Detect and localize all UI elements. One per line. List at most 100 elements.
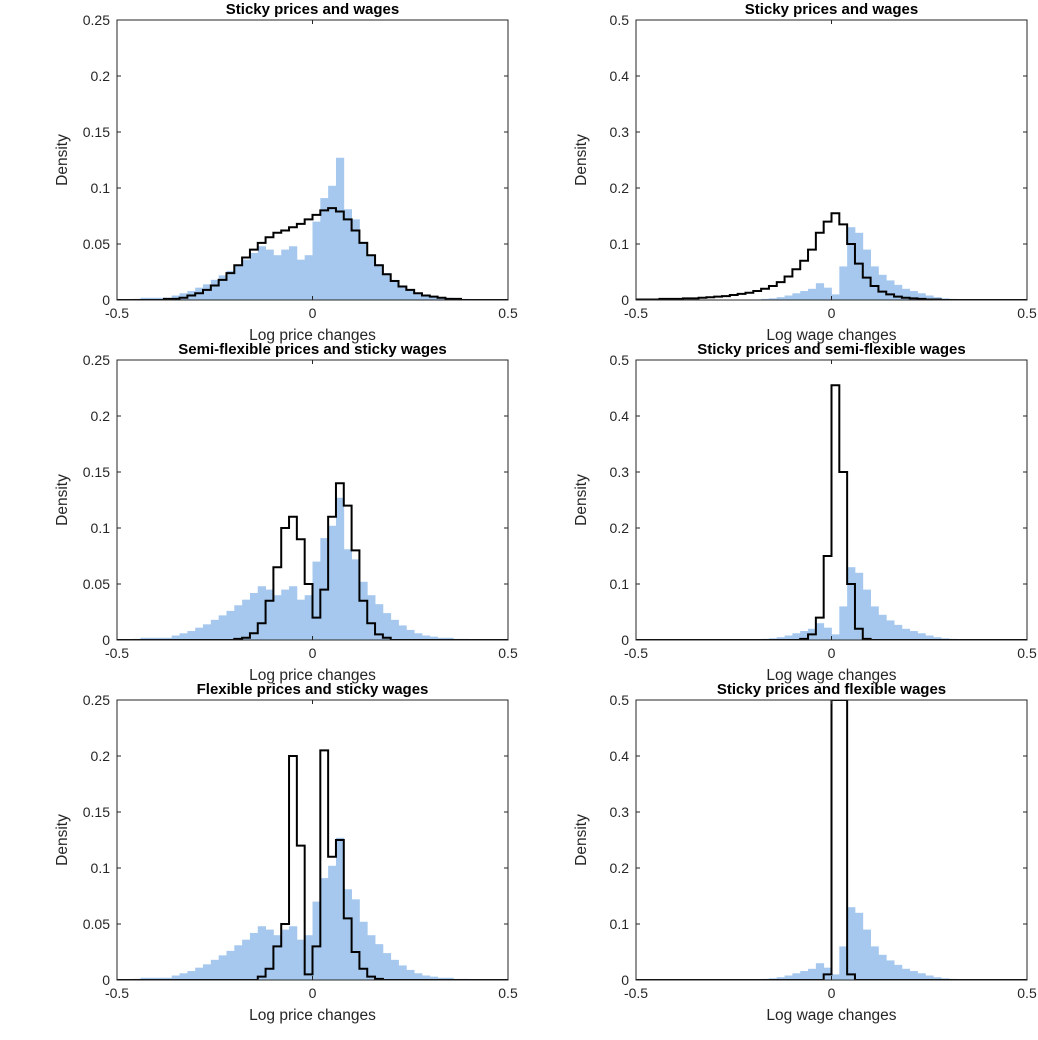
histogram-panel-3: -0.5 0 0.5 0 0.05 0.1 0.15 0.2 0.25 Semi-flexible… [0, 340, 519, 684]
histogram-bar [296, 599, 306, 640]
histogram-bar [925, 295, 934, 300]
histogram-bar [870, 946, 879, 980]
histogram-bar [445, 977, 454, 980]
histogram-bar [886, 960, 895, 980]
histogram-bar [148, 297, 157, 300]
histogram-bar [398, 965, 407, 980]
y-tick-label: 0 [102, 292, 110, 308]
histogram-bar [823, 287, 832, 300]
histogram-bar [257, 246, 266, 300]
histogram-bar [195, 627, 204, 640]
histogram-bar [249, 252, 259, 300]
chart-title: Sticky prices and wages [226, 1, 399, 18]
y-tick-label: 0.5 [610, 12, 630, 28]
y-axis-label: Density [573, 134, 590, 186]
x-tick-label: 0 [309, 645, 317, 661]
histogram-bar [815, 963, 825, 980]
histogram-bar [784, 975, 793, 980]
x-tick-label: 0.5 [1017, 645, 1037, 661]
histogram-bar [925, 975, 934, 980]
histogram-bar [784, 635, 793, 640]
y-tick-label: 0 [102, 972, 110, 988]
histogram-bar [878, 274, 887, 300]
histogram-bar [179, 973, 188, 980]
histogram-bar [226, 950, 235, 980]
histogram-bar [289, 246, 298, 300]
x-axis-label: Log wage changes [766, 1007, 896, 1024]
histogram-bar [343, 549, 352, 640]
y-tick-label: 0.2 [91, 68, 111, 84]
histogram-bar [203, 284, 212, 300]
y-tick-label: 0.5 [610, 352, 630, 368]
histogram-bar [878, 614, 887, 640]
histogram-bar [328, 525, 337, 640]
histogram-bar [437, 977, 446, 980]
histogram-panel-4: -0.5 0 0.5 0 0.1 0.2 0.3 0.4 0.5 Sticky prices an… [519, 340, 1038, 684]
y-tick-label: 0.3 [610, 804, 630, 820]
histogram-bar [156, 297, 165, 300]
histogram-bar [437, 297, 446, 300]
chart-title: Semi-flexible prices and sticky wages [178, 341, 446, 358]
histogram-bar [768, 298, 778, 300]
histogram-bar [421, 635, 431, 640]
plot-marks [636, 212, 1027, 300]
histogram-bar [894, 624, 903, 640]
histogram-bar [218, 615, 227, 640]
histogram-bar [870, 606, 879, 640]
y-tick-label: 0.25 [83, 352, 110, 368]
x-tick-label: -0.5 [105, 985, 129, 1001]
histogram-bar [909, 971, 918, 980]
y-tick-label: 0.4 [610, 748, 630, 764]
histogram-bar [815, 283, 825, 300]
histogram-bar [210, 279, 220, 300]
histogram-bar [367, 595, 376, 640]
x-tick-label: 0.5 [498, 305, 518, 321]
y-tick-label: 0.1 [610, 916, 630, 932]
histogram-bar [382, 953, 392, 980]
histogram-bar [792, 293, 801, 300]
histogram-bar [320, 198, 329, 300]
histogram-bar [792, 973, 801, 980]
y-tick-label: 0.05 [83, 576, 110, 592]
histogram-bar [862, 929, 871, 980]
y-tick-label: 0.05 [83, 236, 110, 252]
chart-title: Sticky prices and wages [745, 1, 918, 18]
histogram-bar [249, 932, 259, 980]
histogram-bar [273, 595, 282, 640]
histogram-bar [831, 294, 840, 300]
histogram-bar [351, 559, 360, 640]
histogram-bar [808, 968, 817, 980]
histogram-bar [831, 974, 840, 980]
y-tick-label: 0.1 [610, 236, 630, 252]
y-tick-label: 0 [621, 292, 629, 308]
plot-marks [636, 384, 1027, 640]
histogram-bar [375, 944, 384, 980]
histogram-bar [156, 977, 165, 980]
histogram-bar [784, 295, 793, 300]
x-tick-label: -0.5 [624, 305, 648, 321]
y-tick-label: 0 [621, 972, 629, 988]
y-axis-label: Density [573, 474, 590, 526]
histogram-bar [445, 637, 454, 640]
histogram-bar [917, 973, 926, 980]
histogram-bar [140, 977, 149, 980]
histogram-bar [925, 635, 934, 640]
y-tick-label: 0.1 [610, 576, 630, 592]
histogram-bar [226, 610, 235, 640]
y-tick-label: 0.15 [83, 124, 110, 140]
histogram-bar [367, 255, 376, 300]
histogram-bar [195, 967, 204, 980]
plot-area [636, 20, 1027, 300]
histogram-bar [390, 279, 399, 300]
model-step-line [636, 384, 1027, 640]
histogram-bar [862, 249, 871, 300]
y-axis-label: Density [54, 814, 71, 866]
y-tick-label: 0.15 [83, 804, 110, 820]
y-tick-label: 0 [102, 632, 110, 648]
histogram-bar [179, 293, 188, 300]
histogram-bar [335, 157, 345, 300]
plot-marks [117, 157, 508, 300]
